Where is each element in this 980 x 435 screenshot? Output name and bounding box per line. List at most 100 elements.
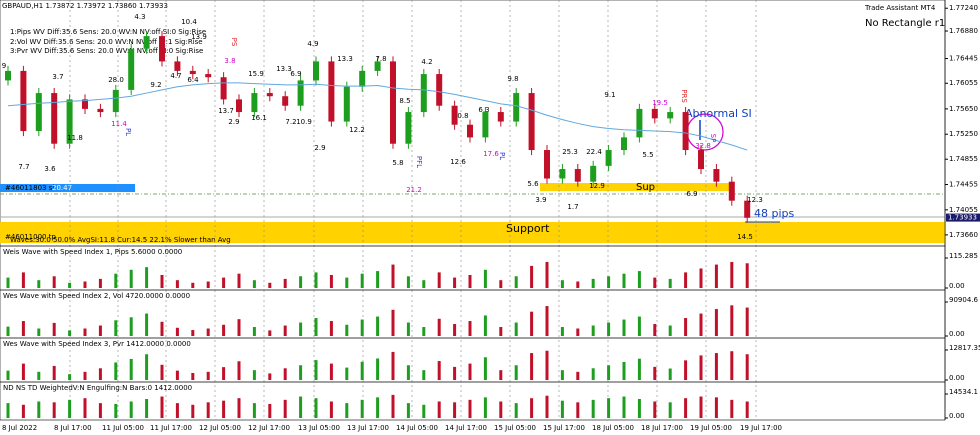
annotation: 25.3 [562,148,578,156]
histogram-bar [6,403,10,418]
pips-label: 48 pips [754,207,795,220]
x-tick-label: 14 Jul 05:00 [396,424,438,432]
histogram-bar [391,351,395,380]
histogram-bar [237,361,241,380]
annotation: 32.8 [695,142,711,150]
histogram-bar [237,319,241,336]
histogram-bar [391,309,395,336]
histogram-bar [622,396,626,418]
histogram-bar [299,276,303,288]
histogram-bar [714,353,718,380]
x-tick-label: 8 Jul 2022 [2,424,37,432]
histogram-bar [191,282,195,288]
candle-body [467,124,473,138]
annotation: 16.1 [251,114,267,122]
panel-tick-label: 0.00 [949,282,965,290]
histogram-bar [607,398,611,418]
abnormal-label: Abnormal SI [685,107,752,120]
annotation: 3.8 [224,57,235,65]
candle-body [112,89,119,113]
histogram-bar [576,371,580,380]
y-tick-label: 1.76055 [949,79,978,87]
histogram-bar [745,354,749,380]
histogram-bar [668,368,672,380]
candle-body [590,165,597,182]
histogram-bar [237,273,241,288]
histogram-bar [576,328,580,336]
histogram-bar [560,400,564,418]
annotation: PRS [680,89,688,103]
histogram-bar [129,269,133,288]
histogram-bar [560,280,564,288]
order-label: #46011000 tp [5,233,56,241]
histogram-bar [714,309,718,336]
histogram-bar [6,277,10,288]
candle-body [698,150,704,170]
candle-body [621,137,627,151]
histogram-bar [453,402,457,418]
box-value: 20.47 [52,184,72,192]
histogram-bar [345,403,349,418]
annotation: PS [230,38,238,47]
histogram-bar [684,398,688,418]
candle-body [667,112,674,119]
annotation: 3.9 [535,196,546,204]
panel-tick-label: 0.00 [949,330,965,338]
histogram-bar [545,306,549,336]
histogram-bar [268,373,272,380]
panel-title: Wes Wave with Speed Index 3, Pvr 1412.00… [3,340,191,348]
chart-title: GBPAUD,H1 1.73872 1.73972 1.73860 1.7393… [2,2,168,10]
histogram-bar [653,277,657,288]
x-tick-label: 13 Jul 05:00 [298,424,340,432]
panel-title: Weis Wave with Speed Index 1, Pips 5.600… [3,248,182,256]
candle-body [328,61,335,122]
histogram-bar [114,403,118,418]
trade-box [0,184,135,192]
candle-body [205,74,212,78]
plot-frame [0,0,946,421]
annotation: SP [709,134,717,143]
x-tick-label: 18 Jul 05:00 [592,424,634,432]
annotation: 0.8 [457,112,468,120]
histogram-bar [6,326,10,336]
y-tick-label: 1.77240 [949,4,978,12]
histogram-bar [714,264,718,288]
histogram-bar [483,397,487,418]
x-tick-label: 14 Jul 17:00 [445,424,487,432]
histogram-bar [514,276,518,288]
annotation: 11.8 [67,134,83,142]
histogram-bar [530,311,534,336]
y-tick-label: 1.74055 [949,206,978,214]
histogram-bar [114,362,118,380]
annotation: 6.4 [187,76,199,84]
candle-body [66,99,73,144]
x-tick-label: 11 Jul 05:00 [102,424,144,432]
candle-body [251,93,258,113]
candle-body [359,70,366,87]
annotation: 15.9 [248,70,264,78]
histogram-bar [637,358,641,380]
y-tick-label: 1.75250 [949,130,978,138]
histogram-bar [483,357,487,380]
histogram-bar [83,328,87,336]
histogram-bar [376,316,380,336]
histogram-bar [622,361,626,380]
histogram-bar [175,280,179,288]
annotation: 3.6 [44,165,56,173]
histogram-bar [745,307,749,336]
candle-body [436,74,443,106]
histogram-bar [83,398,87,418]
candle-body [97,108,104,113]
x-tick-label: 12 Jul 05:00 [199,424,241,432]
annotation: 12.6 [450,158,466,166]
histogram-bar [468,363,472,380]
histogram-bar [329,274,333,288]
waves-text: Waves:30.0 50.0% AvgSI:11.8 Cur:14.5 22.… [10,236,231,244]
candle-body [189,70,196,75]
annotation: 4.9 [307,40,318,48]
histogram-bar [453,324,457,336]
histogram-bar [699,396,703,418]
annotation: 6.3 [478,106,489,114]
histogram-bar [376,271,380,288]
candle-body [343,86,350,122]
